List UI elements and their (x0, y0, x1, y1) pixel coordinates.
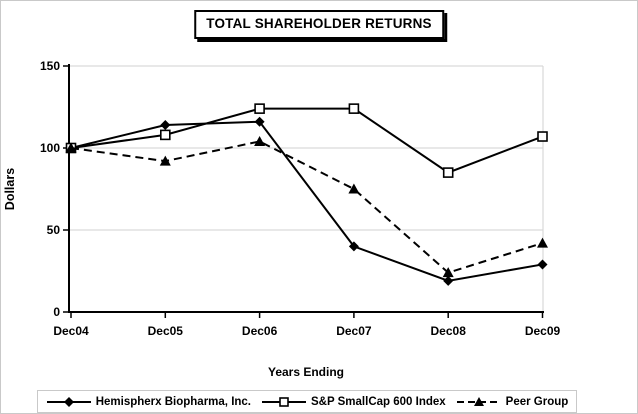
data-point-square (537, 131, 548, 142)
y-axis-title: Dollars (3, 167, 17, 211)
y-tick-label: 100 (40, 141, 60, 155)
data-point-diamond (443, 275, 454, 286)
data-point-triangle (159, 155, 171, 166)
legend-label: S&P SmallCap 600 Index (311, 395, 446, 408)
data-point-triangle (254, 135, 266, 146)
square-marker-icon (279, 396, 289, 407)
legend-item: Hemispherx Biopharma, Inc. (46, 396, 251, 408)
chart-title-box: TOTAL SHAREHOLDER RETURNS (194, 10, 444, 39)
data-point-square (160, 129, 171, 141)
series-line (70, 140, 543, 274)
data-point-triangle (65, 142, 77, 153)
data-point-triangle (348, 183, 360, 194)
series-line (70, 120, 543, 282)
x-tick-label: Dec07 (336, 324, 372, 338)
legend-item: Peer Group (456, 395, 569, 408)
data-point-square (442, 167, 454, 178)
y-tick-label: 0 (53, 305, 60, 319)
y-tick-label: 150 (40, 59, 60, 73)
data-point-diamond (537, 259, 548, 270)
data-point-diamond (160, 120, 171, 131)
data-point-square (348, 103, 360, 114)
diamond-marker-icon (63, 396, 74, 407)
legend-marker-sample-triangle (456, 396, 501, 406)
data-point-triangle (537, 237, 548, 248)
legend-label: Peer Group (505, 395, 569, 408)
y-tick-label: 50 (47, 223, 61, 237)
x-tick-label: Dec08 (431, 324, 467, 338)
x-tick-label: Dec05 (148, 324, 184, 338)
legend-label: Hemispherx Biopharma, Inc. (95, 395, 251, 408)
chart-title: TOTAL SHAREHOLDER RETURNS (206, 16, 432, 31)
data-point-square (254, 103, 265, 114)
legend-marker-sample-square (262, 396, 306, 407)
series-line (70, 107, 543, 174)
x-tick-label: Dec04 (53, 324, 89, 338)
x-tick-label: Dec09 (525, 324, 561, 338)
legend-marker-sample-diamond (46, 396, 91, 407)
legend-item: S&P SmallCap 600 Index (261, 396, 446, 408)
triangle-marker-icon (473, 396, 484, 406)
x-axis-title: Years Ending (267, 365, 345, 379)
x-tick-label: Dec06 (242, 324, 278, 338)
legend: Hemispherx Biopharma, Inc. S&P SmallCap 6… (37, 390, 577, 413)
data-point-triangle (442, 267, 454, 278)
data-point-diamond (254, 116, 265, 127)
data-point-diamond (348, 241, 359, 252)
